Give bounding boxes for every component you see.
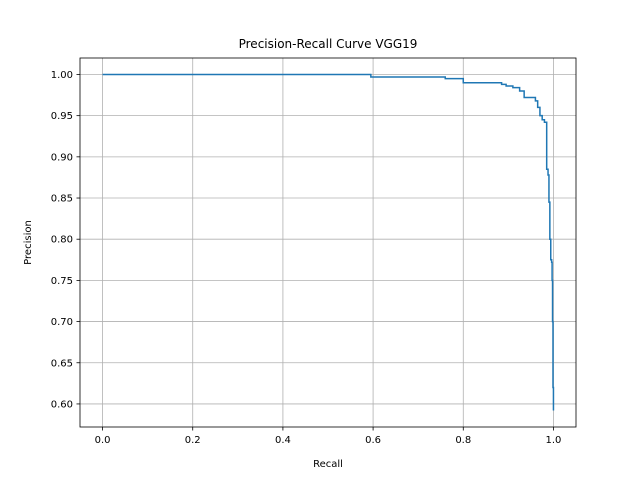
series-line bbox=[102, 73, 555, 411]
grid-lines bbox=[80, 58, 576, 427]
chart-title: Precision-Recall Curve VGG19 bbox=[239, 37, 418, 51]
y-tick-label: 1.00 bbox=[51, 70, 73, 81]
x-tick-label: 0.6 bbox=[365, 435, 381, 446]
y-axis-label: Precision bbox=[23, 220, 34, 265]
y-tick-label: 0.90 bbox=[51, 152, 73, 163]
y-tick-label: 0.95 bbox=[51, 111, 73, 122]
series-layer bbox=[102, 73, 555, 411]
y-tick-label: 0.85 bbox=[51, 194, 73, 205]
plot-frame bbox=[79, 57, 577, 428]
x-tick-label: 0.2 bbox=[185, 435, 201, 446]
tick-layer: 0.0 0.2 0.4 0.6 0.8 1.0 0.60 0.65 0.70 0.75 0.80 0.… bbox=[51, 70, 562, 446]
y-tick-label: 0.75 bbox=[51, 276, 73, 287]
x-tick-label: 0.4 bbox=[275, 435, 291, 446]
x-tick-label: 0.8 bbox=[455, 435, 471, 446]
x-tick-label: 1.0 bbox=[546, 435, 562, 446]
y-tick-label: 0.65 bbox=[51, 358, 73, 369]
y-tick-label: 0.80 bbox=[51, 235, 73, 246]
y-tick-label: 0.70 bbox=[51, 317, 73, 328]
x-axis-label: Recall bbox=[313, 459, 343, 470]
y-tick-label: 0.60 bbox=[51, 399, 73, 410]
x-tick-label: 0.0 bbox=[95, 435, 111, 446]
